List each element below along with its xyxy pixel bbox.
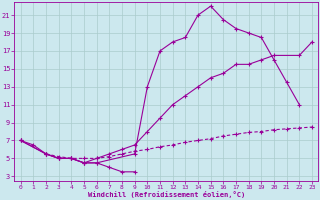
X-axis label: Windchill (Refroidissement éolien,°C): Windchill (Refroidissement éolien,°C): [88, 191, 245, 198]
